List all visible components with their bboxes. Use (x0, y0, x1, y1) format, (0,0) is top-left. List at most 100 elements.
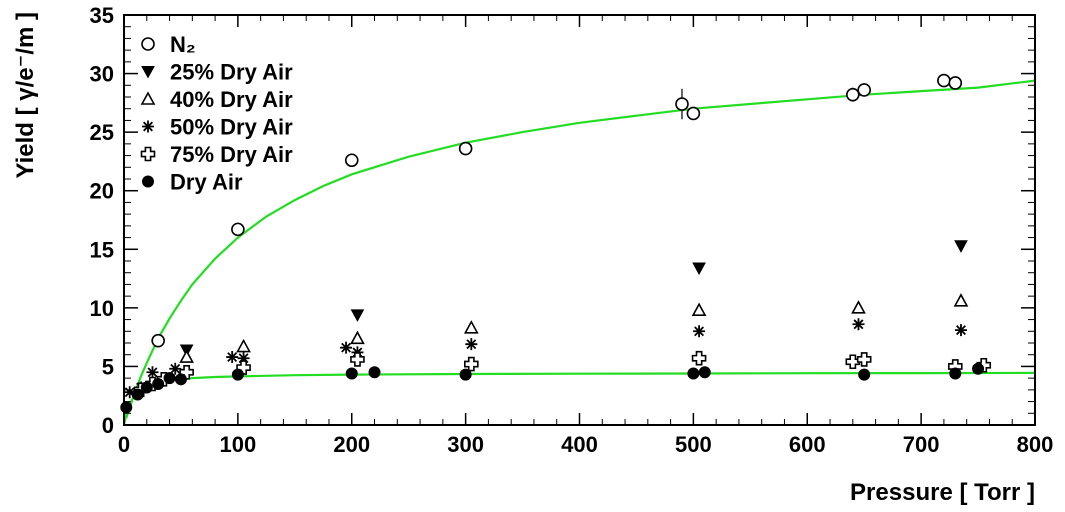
data-point (236, 338, 251, 353)
fit-curve-0 (125, 79, 1036, 419)
data-point (236, 360, 251, 375)
data-point (691, 302, 707, 317)
data-point (698, 366, 711, 379)
data-point (675, 97, 689, 111)
data-point (851, 300, 866, 314)
data-points (120, 73, 992, 414)
legend-label: 25% Dry Air (170, 60, 293, 85)
data-point (976, 357, 992, 373)
data-point (692, 262, 706, 276)
data-point (120, 401, 133, 414)
y-tick-label: 0 (102, 413, 114, 438)
legend-entry-1: 25% Dry Air (141, 60, 293, 85)
data-point (858, 368, 871, 381)
legend-entry-4: 75% Dry Air (140, 142, 293, 167)
legend-marker (140, 146, 156, 162)
legend-marker (140, 91, 156, 105)
x-tick-label: 600 (789, 432, 826, 457)
data-point (458, 141, 473, 156)
y-tick-label: 20 (90, 179, 114, 204)
legend-entry-5: Dry Air (142, 170, 243, 195)
y-tick-label: 15 (90, 237, 114, 262)
data-point (368, 366, 381, 379)
data-point (174, 373, 187, 386)
data-point (350, 352, 365, 367)
series-3 (123, 318, 967, 399)
data-point (231, 222, 245, 237)
x-tick-label: 100 (220, 432, 257, 457)
data-point (845, 87, 860, 102)
data-point (687, 367, 700, 380)
data-point (146, 366, 159, 379)
data-point (340, 341, 353, 354)
data-point (463, 320, 479, 334)
legend-label: N₂ (170, 32, 196, 57)
legend-label: Dry Air (170, 170, 243, 195)
x-tick-label: 400 (561, 432, 598, 457)
data-point (852, 318, 865, 331)
data-point (937, 73, 951, 88)
data-point (350, 330, 365, 345)
data-point (953, 293, 969, 307)
series-0 (151, 73, 963, 348)
legend-entry-3: 50% Dry Air (142, 115, 293, 140)
y-tick-label: 5 (102, 354, 114, 379)
series-1 (179, 240, 968, 358)
data-point (459, 368, 472, 381)
y-axis-title: Yield [ γ/e⁻/m ] (12, 12, 39, 179)
data-point (237, 352, 250, 365)
legend-entry-2: 40% Dry Air (140, 87, 293, 112)
legend-label: 50% Dry Air (170, 115, 293, 140)
data-point (954, 324, 967, 337)
data-point (179, 364, 194, 380)
legend-label: 75% Dry Air (170, 142, 293, 167)
y-tick-label: 10 (90, 296, 114, 321)
data-point (131, 388, 144, 401)
x-tick-label: 300 (447, 432, 484, 457)
data-point (163, 372, 176, 385)
legend-label: 40% Dry Air (170, 87, 293, 112)
data-point (345, 367, 358, 380)
data-point (948, 76, 963, 90)
data-point (465, 338, 478, 351)
axis-ticks: 0 100 200 300 400 500 600 700 800 0 5 10 15 20 25 30 35 (90, 3, 1054, 457)
data-point (857, 83, 871, 97)
data-point (169, 362, 182, 375)
data-point (140, 381, 153, 394)
x-tick-label: 0 (118, 432, 130, 457)
data-point (226, 351, 239, 364)
data-point (151, 333, 165, 348)
x-axis-title: Pressure [ Torr ] (850, 479, 1035, 506)
y-tick-label: 30 (90, 62, 114, 87)
data-point (464, 356, 479, 372)
y-tick-label: 35 (90, 3, 114, 28)
legend-marker (141, 37, 155, 51)
legend-marker (141, 66, 155, 79)
data-point (693, 325, 706, 338)
x-tick-label: 800 (1017, 432, 1054, 457)
data-point (350, 309, 365, 322)
legend-entry-0: N₂ (141, 32, 196, 57)
x-tick-label: 500 (675, 432, 712, 457)
data-point (845, 354, 861, 370)
data-point (949, 367, 962, 380)
data-point (856, 352, 872, 367)
legend-marker (142, 120, 154, 133)
y-tick-label: 25 (90, 120, 114, 145)
x-tick-label: 700 (903, 432, 940, 457)
data-point (344, 153, 359, 168)
x-tick-label: 200 (333, 432, 370, 457)
data-point (691, 350, 707, 366)
series-2 (179, 293, 969, 363)
data-point (152, 378, 165, 390)
data-point (179, 349, 194, 363)
data-point (123, 386, 136, 399)
data-point (954, 240, 968, 253)
data-point (231, 368, 244, 381)
data-point (686, 106, 701, 121)
data-point (972, 362, 985, 375)
series-5 (120, 362, 985, 414)
